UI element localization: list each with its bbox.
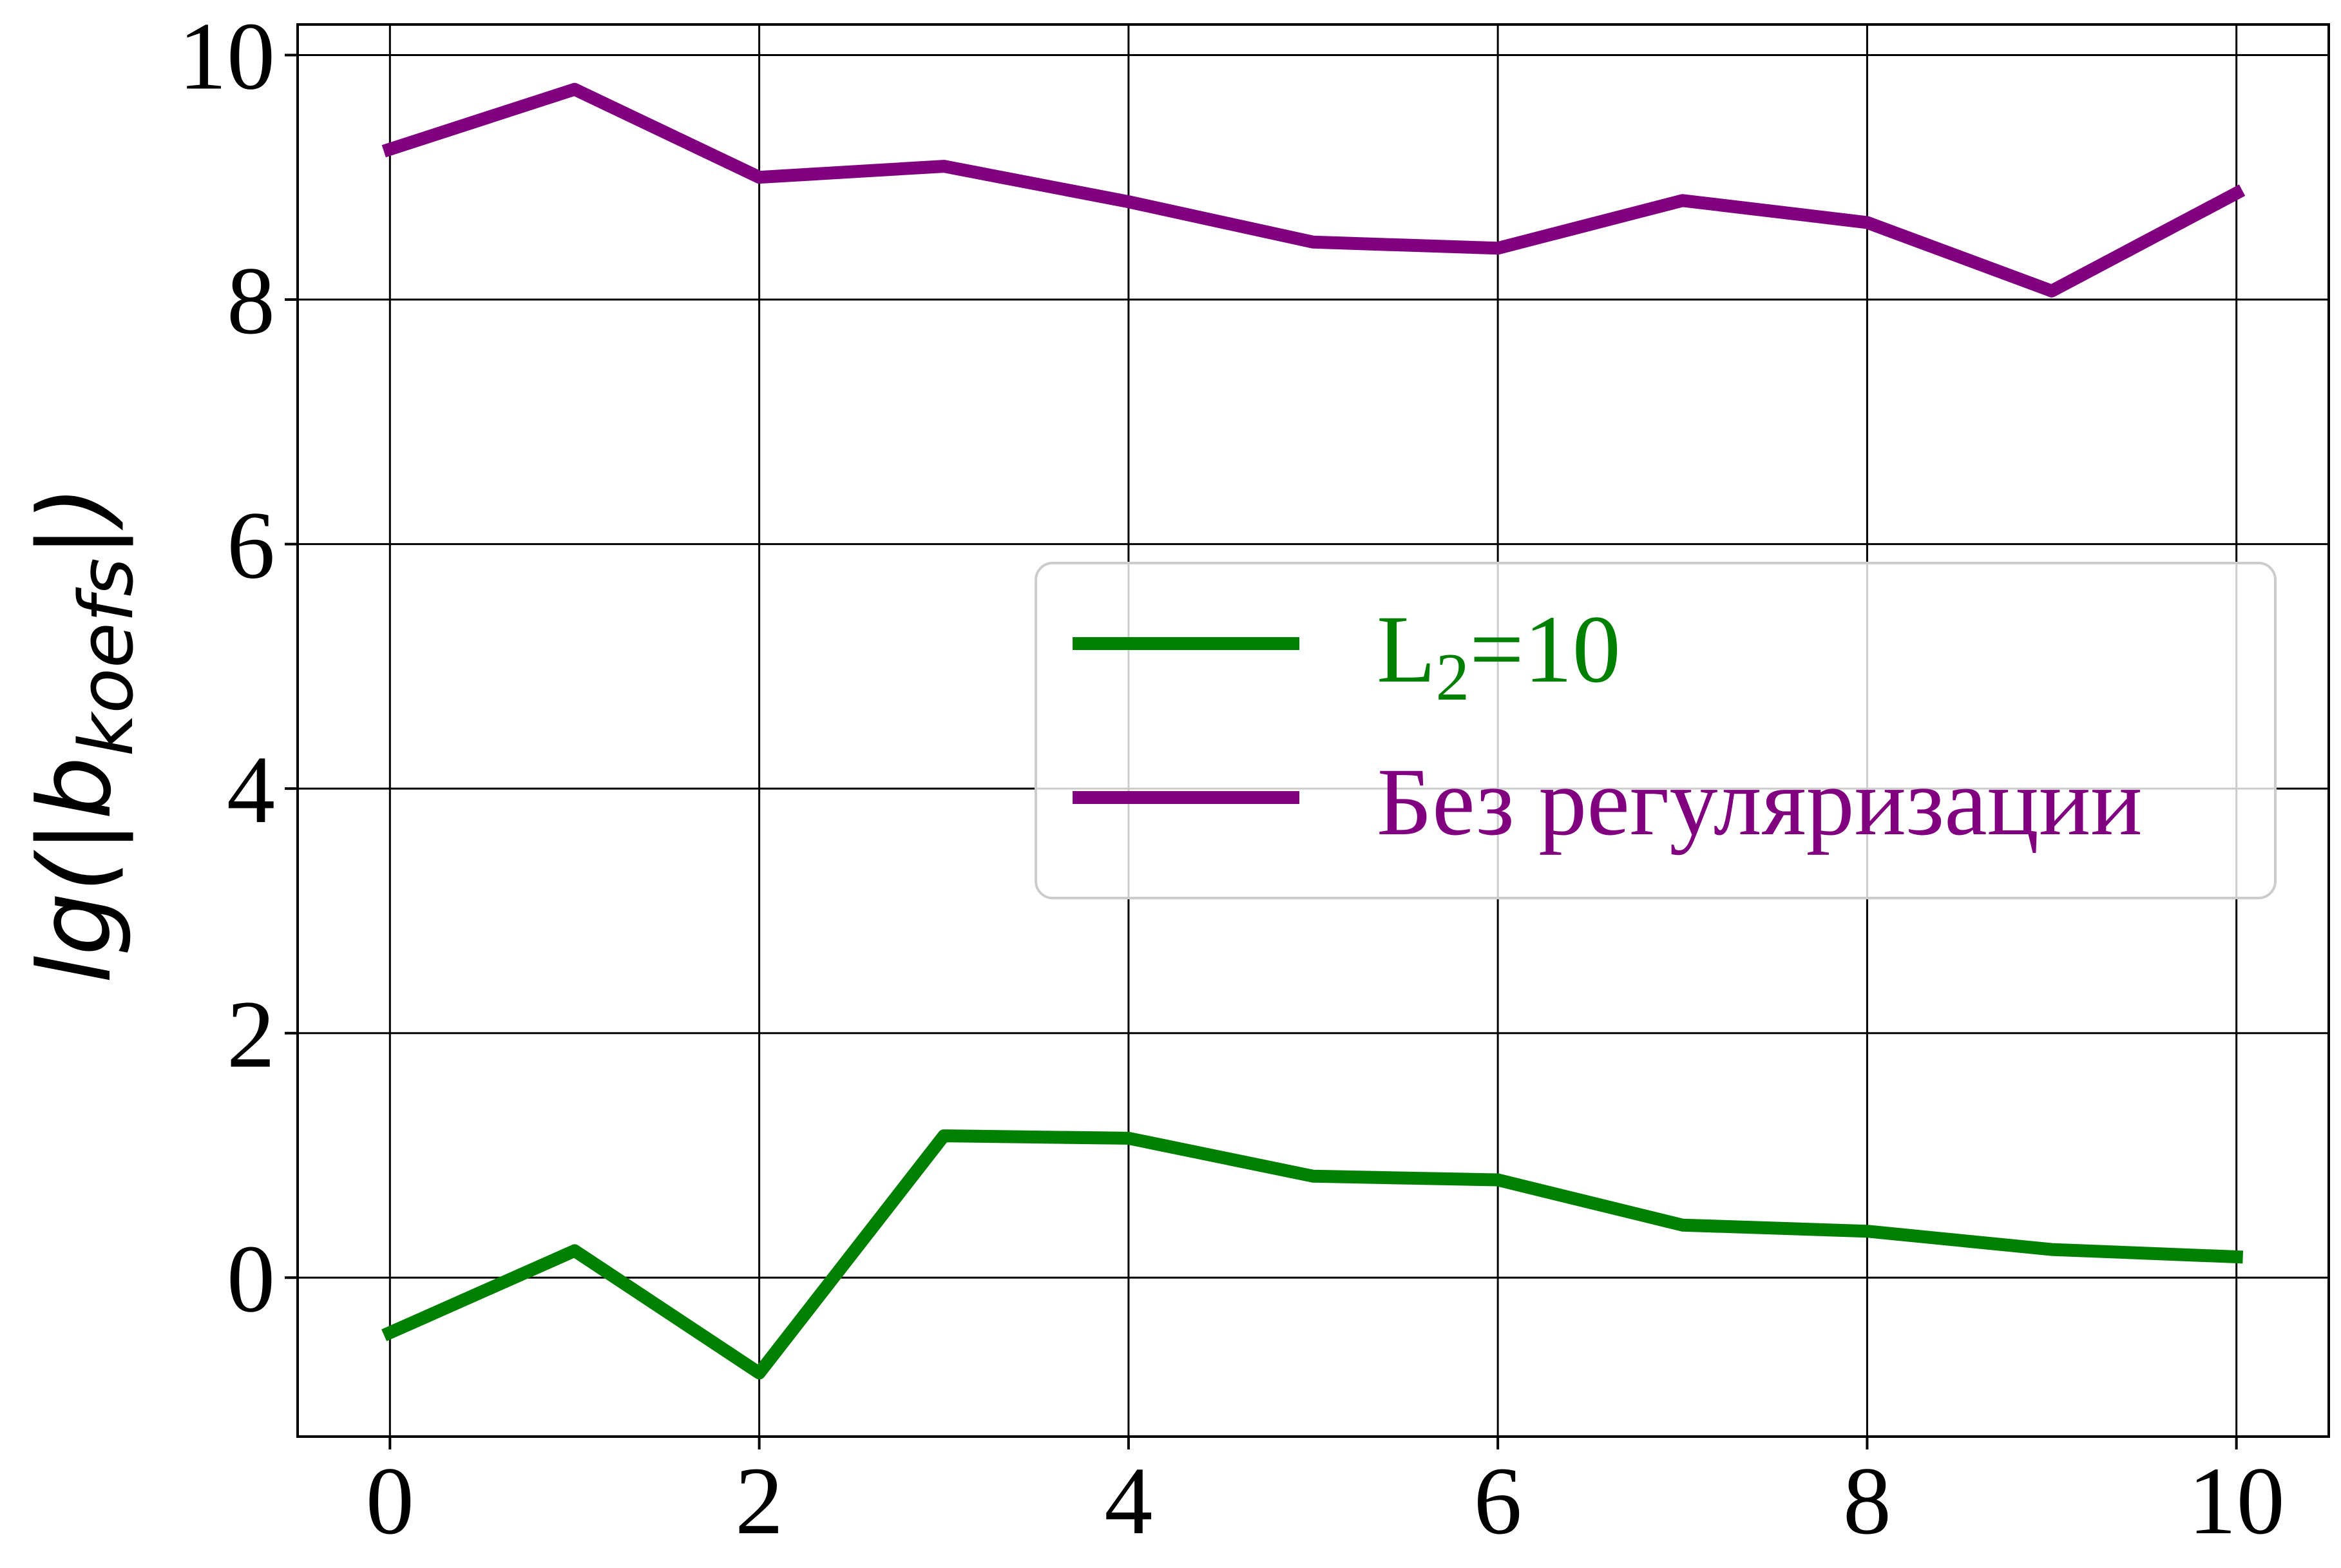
x-tick-label-8: 8 xyxy=(1843,1448,1891,1554)
legend-frame xyxy=(1035,562,2277,899)
series-line-no-regularization xyxy=(381,82,2246,298)
legend: L2=10 Без регуляризации xyxy=(1035,562,2277,899)
y-axis-label: lg(|bkoefs|) xyxy=(17,485,150,983)
series-lines xyxy=(381,82,2246,1380)
y-tick-label-0: 0 xyxy=(227,1225,275,1332)
legend-label-l2-rest: =10 xyxy=(1469,596,1621,703)
y-axis-label-subscript: koefs xyxy=(64,558,150,756)
legend-label-l2-main: L xyxy=(1377,596,1436,703)
y-tick-label-6: 6 xyxy=(227,492,275,599)
x-tick-label-0: 0 xyxy=(366,1448,414,1554)
legend-label-no-regularization: Без регуляризации xyxy=(1377,749,2143,856)
plot-frame xyxy=(296,23,2330,1438)
x-tick-label-6: 6 xyxy=(1474,1448,1522,1554)
series-line-l2 xyxy=(381,1129,2244,1380)
y-tick-label-2: 2 xyxy=(227,981,275,1088)
y-axis-label-close: |) xyxy=(17,485,133,558)
y-tick-label-4: 4 xyxy=(227,736,275,843)
legend-label-l2-subscript: 2 xyxy=(1436,639,1470,714)
x-tick-label-10: 10 xyxy=(2188,1448,2285,1554)
x-tick-label-4: 4 xyxy=(1104,1448,1152,1554)
x-tick-label-2: 2 xyxy=(735,1448,783,1554)
legend-label-l2: L2=10 xyxy=(1377,596,1621,714)
y-tick-label-8: 8 xyxy=(227,247,275,354)
y-axis-label-main: lg(|b xyxy=(17,756,133,984)
y-tick-label-10: 10 xyxy=(178,3,275,110)
tick-labels: 0 2 4 6 8 10 0 2 4 6 8 10 xyxy=(178,3,2285,1554)
